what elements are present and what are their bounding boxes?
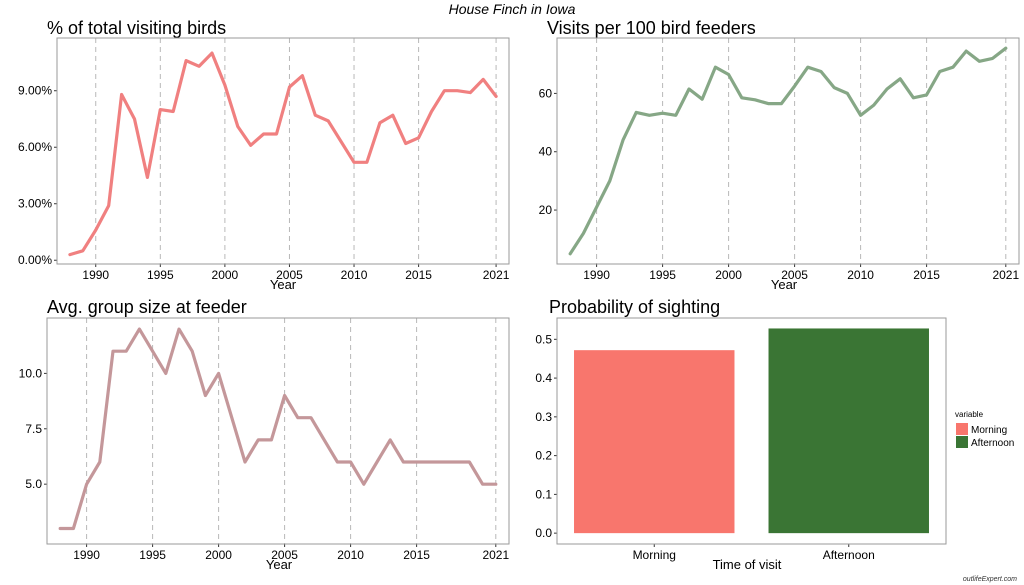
x-tick-label: 2021 [483, 268, 510, 282]
x-tick-label: 1995 [649, 268, 676, 282]
panel-title: Probability of sighting [549, 297, 720, 317]
x-tick-label: 2005 [271, 548, 298, 562]
y-tick-label: 0.5 [535, 332, 552, 346]
y-tick-label: 3.00% [18, 197, 52, 211]
x-axis-label: Year [266, 557, 293, 572]
x-tick-label: 2000 [212, 268, 239, 282]
panel-visits-per-100-feeders: Visits per 100 bird feeders Year 1990 199… [539, 18, 1020, 292]
series-line [568, 46, 1008, 256]
x-tick-label: 2005 [276, 268, 303, 282]
panel-title: % of total visiting birds [47, 18, 226, 38]
plot-frame [556, 317, 947, 545]
x-tick-label: 2000 [715, 268, 742, 282]
x-axis-label: Time of visit [713, 557, 782, 572]
y-tick-label: 0.4 [535, 371, 552, 385]
legend-swatch-morning [956, 423, 968, 435]
y-tick-label: 0.3 [535, 410, 552, 424]
figure-title: House Finch in Iowa [449, 1, 576, 17]
plot-frame [56, 37, 510, 265]
x-tick-label: 2015 [913, 268, 940, 282]
y-tick-label: 40 [539, 145, 553, 159]
x-tick-label: 2015 [405, 268, 432, 282]
x-tick-label: 2000 [205, 548, 232, 562]
panel-title: Avg. group size at feeder [47, 297, 247, 317]
y-tick-label: 7.5 [25, 422, 42, 436]
x-tick-label: 1990 [82, 268, 109, 282]
panel-avg-group-size: Avg. group size at feeder Year 1990 1995 2… [19, 297, 510, 572]
x-tick-label: 2021 [992, 268, 1019, 282]
legend-label-afternoon: Afternoon [971, 438, 1014, 449]
x-axis-label: Year [771, 277, 798, 292]
x-tick-label: 1990 [583, 268, 610, 282]
bar-afternoon [768, 328, 929, 534]
legend-title: variable [955, 410, 984, 419]
y-tick-label: 6.00% [18, 140, 52, 154]
x-tick-label: 1995 [147, 268, 174, 282]
panel-percent-visiting: % of total visiting birds Year 1990 1995 2… [18, 18, 510, 292]
watermark: outlifeExpert.com [963, 576, 1017, 583]
y-tick-label: 0.1 [535, 487, 552, 501]
x-tick-label: 1990 [73, 548, 100, 562]
panel-title: Visits per 100 bird feeders [547, 18, 756, 38]
y-tick-label: 9.00% [18, 84, 52, 98]
x-tick-label: 2021 [482, 548, 509, 562]
legend-swatch-afternoon [956, 436, 968, 448]
y-tick-label: 0.0 [535, 526, 552, 540]
plot-frame [556, 37, 1020, 265]
y-tick-label: 60 [539, 86, 553, 100]
legend: variable Morning Afternoon [955, 410, 1014, 449]
x-axis-label: Year [270, 277, 297, 292]
x-tick-label: 2015 [403, 548, 430, 562]
y-tick-label: 5.0 [25, 477, 42, 491]
x-tick-label: Afternoon [823, 548, 875, 562]
panel-probability-of-sighting: Probability of sighting Time of visit va… [535, 297, 1014, 572]
x-tick-label: 2010 [341, 268, 368, 282]
x-tick-label: 2010 [337, 548, 364, 562]
y-tick-label: 20 [539, 203, 553, 217]
x-tick-label: 2005 [781, 268, 808, 282]
bar-morning [574, 350, 735, 534]
y-tick-label: 0.2 [535, 449, 552, 463]
x-tick-label: 2010 [847, 268, 874, 282]
plot-frame [46, 317, 510, 545]
legend-label-morning: Morning [971, 425, 1007, 436]
x-tick-label: Morning [633, 548, 676, 562]
series-line [58, 327, 498, 531]
y-tick-label: 0.00% [18, 253, 52, 267]
series-line [68, 51, 498, 257]
x-tick-label: 1995 [139, 548, 166, 562]
y-tick-label: 10.0 [19, 366, 43, 380]
